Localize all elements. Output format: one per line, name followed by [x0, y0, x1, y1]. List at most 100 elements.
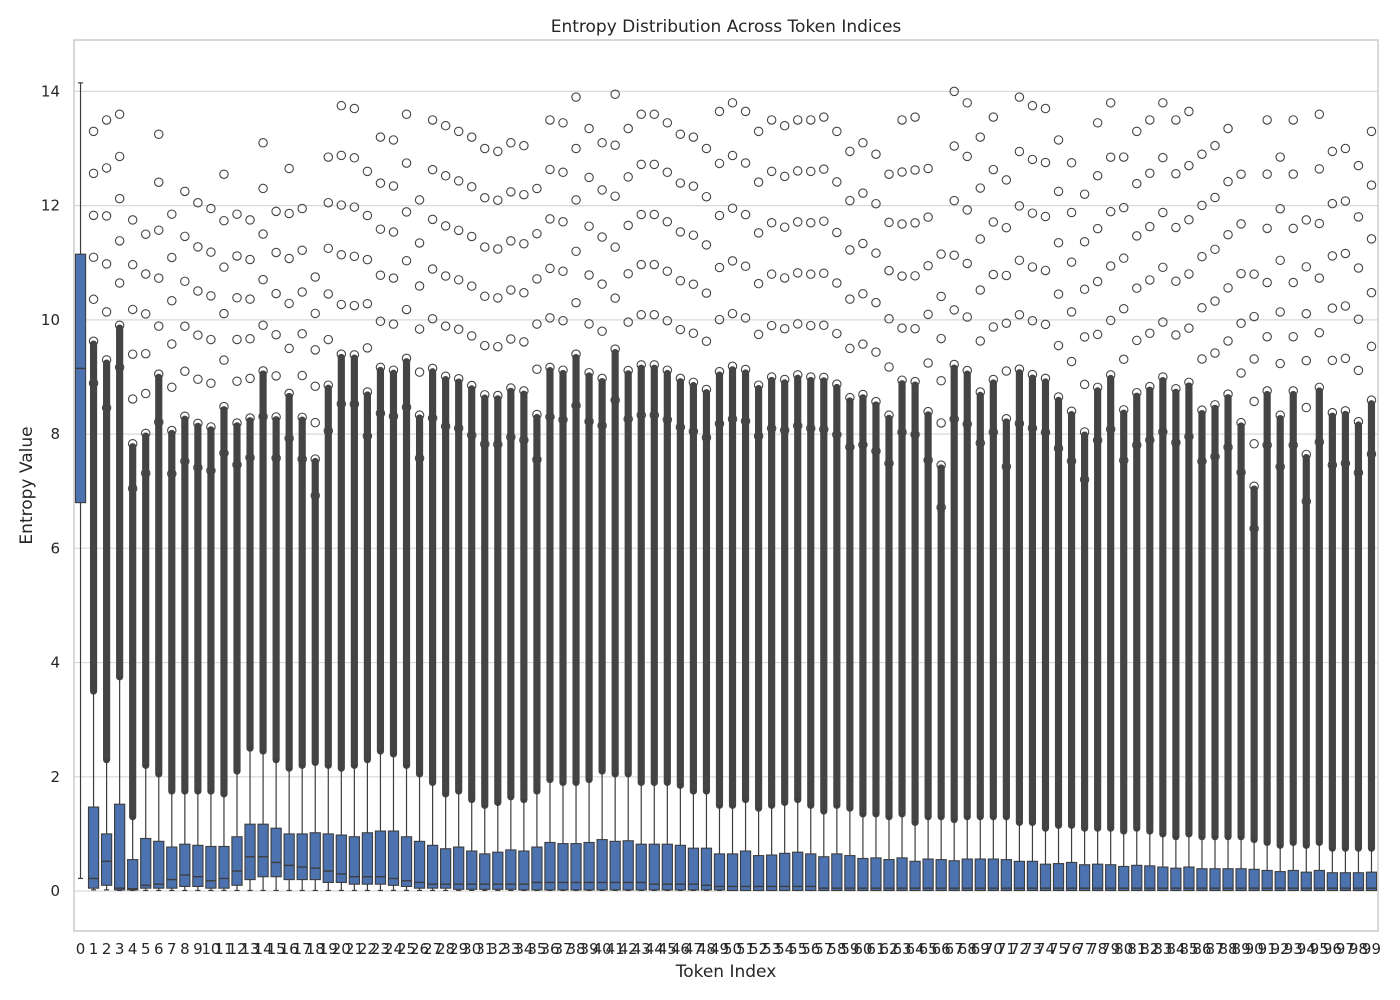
outlier-point: [1001, 413, 1012, 424]
outlier-point: [1014, 92, 1025, 102]
outlier-point: [1301, 262, 1312, 272]
box-group: [1065, 158, 1078, 892]
outlier-point: [688, 279, 699, 289]
outlier-point: [232, 460, 242, 470]
outlier-point: [1092, 223, 1103, 234]
x-tick-label: 22: [358, 940, 377, 958]
outlier-point: [688, 181, 699, 191]
outlier-point: [1288, 331, 1298, 342]
outlier-point: [701, 336, 712, 347]
outlier-point: [258, 183, 268, 194]
outlier-point: [1171, 330, 1181, 340]
outlier-point: [806, 166, 816, 177]
outlier-point: [401, 402, 412, 413]
box-group: [466, 132, 478, 892]
outlier-point: [154, 177, 164, 187]
outlier-point: [675, 422, 686, 432]
outlier-point: [662, 167, 673, 178]
outlier-point: [114, 109, 125, 120]
x-tick-label: 54: [775, 940, 794, 958]
box-group: [1131, 126, 1143, 892]
outlier-point: [753, 126, 764, 137]
box: [1222, 868, 1234, 891]
box: [218, 845, 230, 889]
outlier-point: [493, 244, 503, 254]
outlier-point: [662, 217, 673, 227]
outlier-point: [858, 238, 868, 249]
box-group: [257, 138, 269, 892]
outlier-point: [923, 455, 933, 465]
x-tick-label: 63: [892, 940, 911, 958]
box: [192, 844, 204, 887]
outlier-point: [532, 454, 542, 465]
box-group: [1365, 126, 1378, 892]
outlier-point: [545, 263, 555, 274]
outlier-point: [1197, 456, 1207, 467]
box: [1065, 861, 1078, 891]
outlier-point: [662, 118, 673, 128]
outlier-point: [310, 308, 320, 319]
outlier-point: [219, 215, 229, 226]
outlier-point: [1092, 435, 1103, 445]
box: [1352, 872, 1365, 891]
outlier-point: [610, 344, 620, 354]
outlier-point: [766, 372, 777, 382]
x-tick-label: 90: [1245, 940, 1264, 958]
outlier-point: [936, 418, 946, 428]
outlier-point: [375, 224, 386, 234]
outlier-point: [623, 317, 633, 327]
outlier-point: [1210, 192, 1220, 203]
box-group: [818, 112, 830, 892]
outlier-point: [88, 210, 99, 221]
x-tick-label: 76: [1062, 940, 1081, 958]
outlier-point: [219, 448, 229, 458]
outlier-point: [1353, 416, 1364, 427]
box: [426, 844, 439, 889]
box-group: [948, 86, 960, 892]
outlier-point: [1040, 211, 1051, 222]
outlier-point: [597, 279, 607, 289]
outlier-point: [323, 426, 334, 436]
outlier-point: [258, 366, 268, 376]
box: [322, 833, 334, 884]
outlier-point: [258, 274, 268, 285]
box-group: [935, 249, 947, 892]
x-tick-label: 24: [384, 940, 403, 958]
outlier-point: [323, 289, 334, 299]
outlier-point: [1314, 273, 1325, 283]
outlier-point: [1275, 203, 1285, 214]
x-tick-label: 85: [1179, 940, 1198, 958]
x-tick-label: 13: [240, 940, 259, 958]
outlier-point: [727, 414, 738, 424]
outlier-point: [1288, 386, 1298, 396]
outlier-point: [114, 151, 125, 162]
outlier-point: [1340, 248, 1351, 259]
x-tick-label: 52: [749, 940, 768, 958]
box-group: [231, 209, 243, 892]
outlier-point: [206, 291, 216, 301]
box: [531, 846, 543, 891]
box: [1235, 868, 1247, 891]
outlier-point: [1184, 106, 1194, 117]
outlier-point: [310, 417, 320, 428]
outlier-point: [1197, 200, 1207, 211]
box-group: [1196, 149, 1208, 892]
outlier-point: [414, 324, 425, 334]
box-group: [505, 138, 517, 892]
x-tick-label: 19: [319, 940, 338, 958]
outlier-point: [1197, 303, 1207, 313]
box-group: [857, 138, 869, 892]
outlier-point: [819, 424, 829, 435]
outlier-point: [532, 409, 542, 420]
outlier-point: [193, 374, 203, 385]
outlier-point: [1171, 276, 1181, 286]
outlier-point: [493, 195, 503, 205]
outlier-point: [1223, 442, 1233, 452]
outlier-point: [493, 293, 503, 303]
outlier-point: [571, 195, 581, 205]
x-tick-label: 91: [1258, 940, 1277, 958]
outlier-point: [414, 367, 425, 377]
box-group: [1144, 115, 1156, 892]
box-group: [661, 118, 673, 892]
outlier-point: [101, 307, 112, 317]
